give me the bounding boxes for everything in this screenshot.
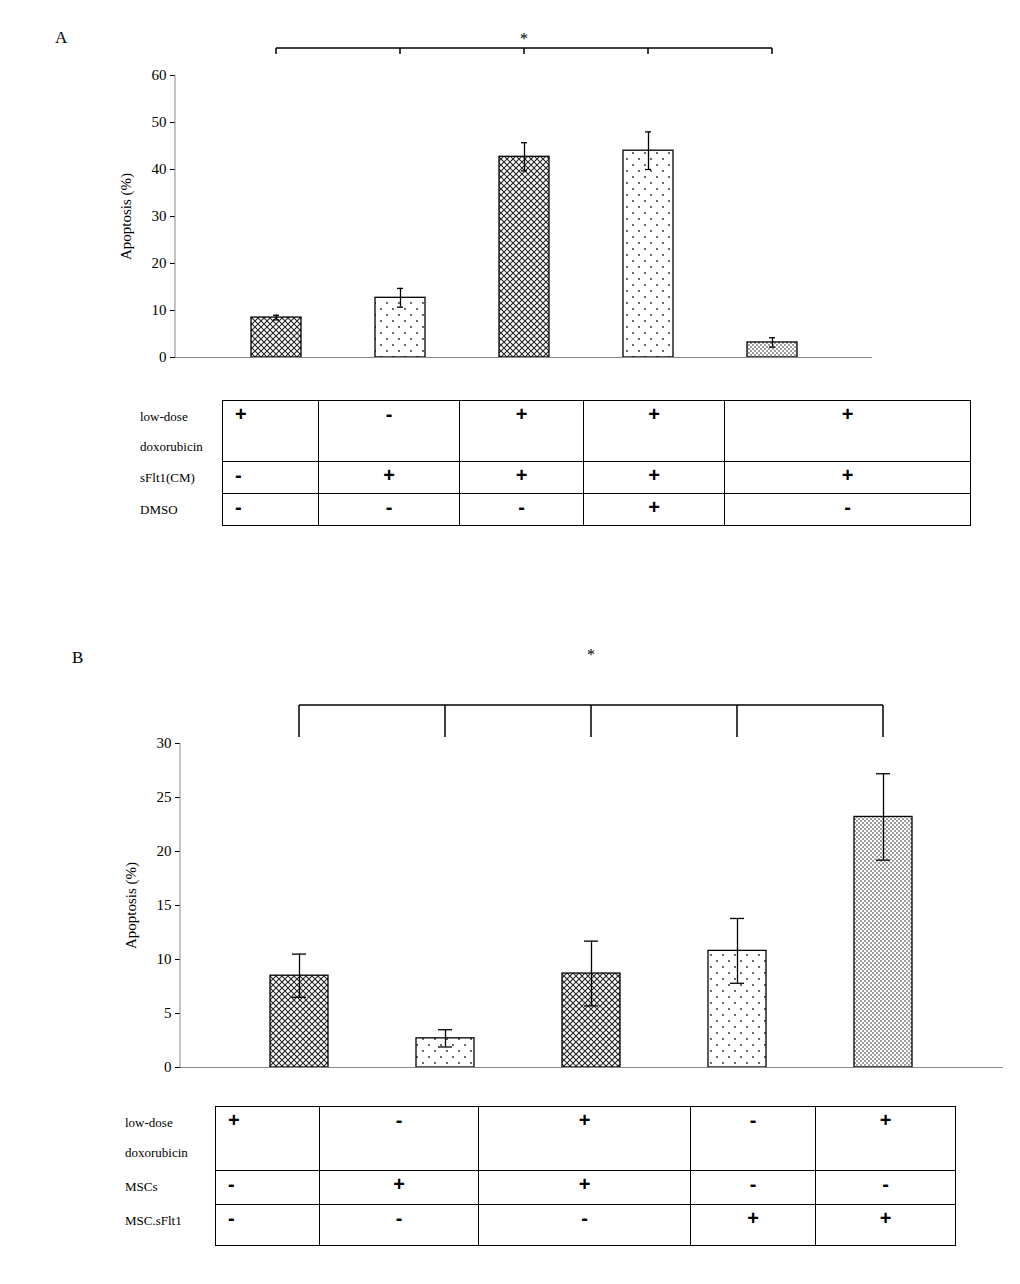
svg-text:*: * [520,30,528,47]
svg-text:20: 20 [152,255,167,271]
html-text:sFlt1(CM): sFlt1(CM) [140,470,195,485]
html-text:B: B [72,648,84,667]
svg-text:25: 25 [157,789,172,805]
svg-text:Apoptosis (%): Apoptosis (%) [118,173,135,260]
html-text:low-dose doxorubicin: low-dose doxorubicin [125,1115,188,1160]
svg-text:0: 0 [164,1059,172,1075]
svg-text:10: 10 [152,302,167,318]
html-text:low-dose doxorubicin: low-dose doxorubicin [140,409,203,454]
svg-text:30: 30 [152,208,167,224]
svg-text:10: 10 [157,951,172,967]
svg-text:Apoptosis (%): Apoptosis (%) [123,862,140,949]
svg-text:20: 20 [157,843,172,859]
html-text:DMSO: DMSO [140,502,178,517]
svg-text:40: 40 [152,161,167,177]
svg-text:15: 15 [157,897,172,913]
html-text:A: A [55,28,68,47]
svg-text:*: * [587,646,595,663]
html-text:MSC.sFlt1: MSC.sFlt1 [125,1213,182,1228]
svg-text:60: 60 [152,67,167,83]
svg-text:30: 30 [157,735,172,751]
svg-text:5: 5 [164,1005,172,1021]
svg-text:50: 50 [152,114,167,130]
svg-text:0: 0 [159,349,167,365]
html-text:MSCs: MSCs [125,1179,158,1194]
